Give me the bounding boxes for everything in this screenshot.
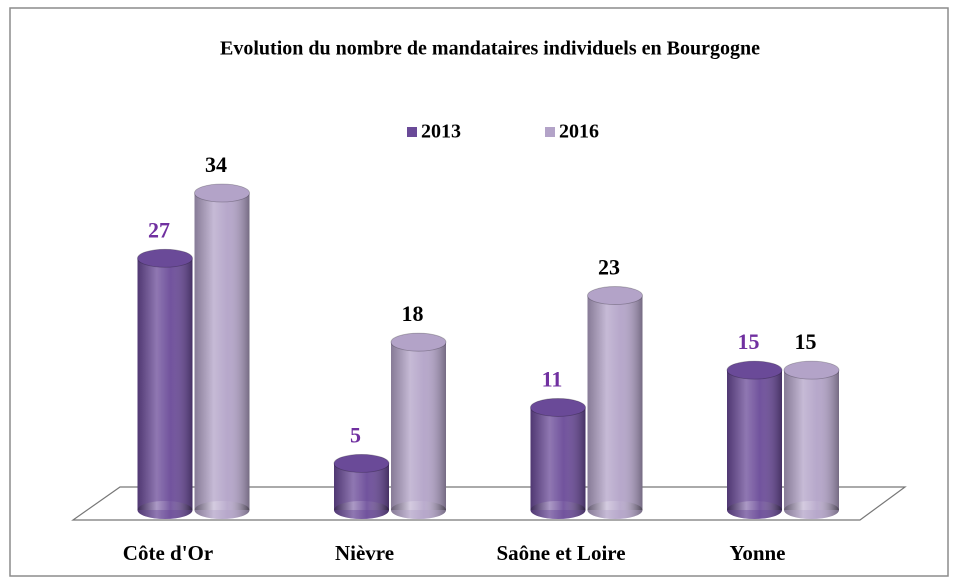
bar-top <box>726 360 783 380</box>
bar-shade <box>727 370 782 510</box>
bar-shade <box>530 407 586 510</box>
legend-swatch <box>407 127 417 137</box>
bar-base-shade <box>334 501 389 519</box>
data-label: 11 <box>542 366 563 391</box>
x-tick-label: Côte d'Or <box>123 541 213 565</box>
x-tick-label: Nièvre <box>335 541 394 565</box>
legend-swatch <box>545 127 555 137</box>
data-label: 15 <box>795 329 817 354</box>
bar-shade <box>391 342 446 510</box>
data-label: 27 <box>148 217 170 242</box>
x-tick-label: Saône et Loire <box>496 541 625 565</box>
bar-base-shade <box>530 501 586 519</box>
bar-top <box>783 360 840 380</box>
bar-top <box>194 183 250 203</box>
floor <box>71 486 907 521</box>
bar-top <box>390 332 447 352</box>
bar-shade <box>194 193 250 510</box>
bar-top <box>530 398 586 417</box>
chart-title: Evolution du nombre de mandataires indiv… <box>220 38 760 60</box>
bar-base-shade <box>784 501 839 519</box>
data-label: 23 <box>598 255 620 280</box>
bar-base-shade <box>194 501 250 519</box>
legend-label: 2016 <box>559 121 599 143</box>
bar-shade <box>784 370 839 510</box>
data-label: 34 <box>205 152 227 177</box>
bar-shade <box>137 258 193 510</box>
bar-top <box>333 453 390 473</box>
legend-label: 2013 <box>421 121 461 143</box>
data-label: 15 <box>738 329 760 354</box>
bar-base-shade <box>727 501 782 519</box>
data-label: 5 <box>350 422 361 447</box>
bar-base-shade <box>391 501 446 519</box>
x-tick-label: Yonne <box>729 541 785 565</box>
data-label: 18 <box>402 301 424 326</box>
bar-base-shade <box>137 501 193 519</box>
bar-top <box>137 248 193 268</box>
bar-shade <box>587 295 643 510</box>
bar-base-shade <box>587 501 643 519</box>
bar-top <box>587 286 643 305</box>
